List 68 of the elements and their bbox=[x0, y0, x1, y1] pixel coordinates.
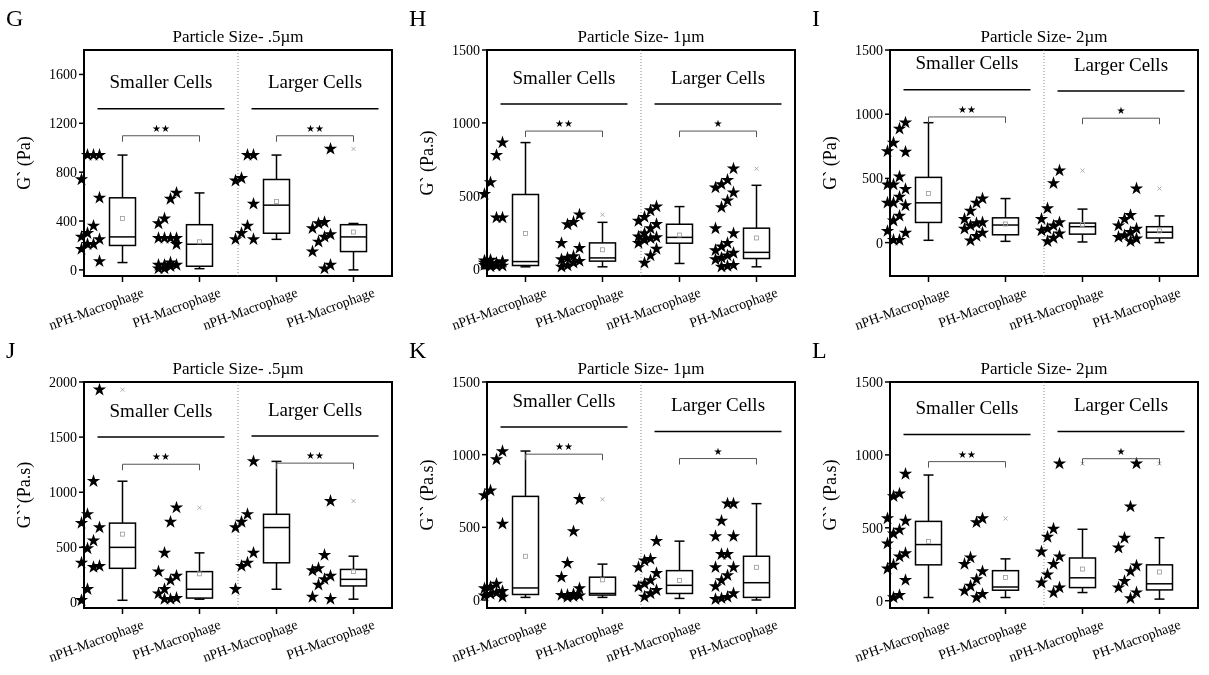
text: K bbox=[409, 337, 427, 363]
chart-title: Particle Size- 2µm bbox=[980, 27, 1108, 46]
annotation: ★ bbox=[1116, 105, 1126, 117]
text: I bbox=[812, 5, 820, 31]
annotation: Smaller Cells bbox=[915, 52, 1019, 74]
annotation: ★★ bbox=[958, 103, 976, 115]
annotation: Larger Cells bbox=[670, 66, 766, 88]
annotation: Smaller Cells bbox=[109, 71, 213, 93]
y-tick-label: 500 bbox=[459, 520, 480, 536]
y-tick-label: 1500 bbox=[452, 374, 480, 390]
annotation: Smaller Cells bbox=[512, 389, 616, 411]
y-tick-label: 800 bbox=[56, 165, 77, 181]
annotation: Smaller Cells bbox=[512, 66, 616, 88]
chart-title: Particle Size- 2µm bbox=[980, 359, 1108, 378]
y-tick-label: 1000 bbox=[452, 447, 480, 463]
annotation: ★ bbox=[1116, 445, 1126, 457]
text: H bbox=[409, 5, 427, 31]
annotation: Larger Cells bbox=[267, 71, 363, 93]
y-tick-label: 1000 bbox=[855, 447, 883, 463]
y-axis-title: G``(Pa.s) bbox=[14, 461, 35, 529]
annotation: ★ bbox=[713, 118, 723, 130]
y-tick-label: 2000 bbox=[49, 374, 77, 390]
chart-title: Particle Size- 1µm bbox=[577, 27, 705, 46]
annotation: ★★ bbox=[152, 122, 170, 134]
y-tick-label: 500 bbox=[56, 540, 77, 556]
chart-title: Particle Size- .5µm bbox=[172, 359, 304, 378]
y-tick-label: 1000 bbox=[855, 107, 883, 123]
annotation: Smaller Cells bbox=[109, 399, 213, 421]
y-tick-label: 0 bbox=[876, 235, 883, 251]
y-tick-label: 1500 bbox=[855, 374, 883, 390]
y-tick-label: 1600 bbox=[49, 67, 77, 83]
y-tick-label: 1000 bbox=[49, 485, 77, 501]
y-axis-title: G` (Pa) bbox=[14, 136, 35, 190]
annotation: ★★ bbox=[306, 122, 324, 134]
annotation: ★ bbox=[713, 445, 723, 457]
y-tick-label: 0 bbox=[473, 592, 480, 608]
y-tick-label: 0 bbox=[876, 593, 883, 609]
annotation: ★★ bbox=[152, 451, 170, 463]
annotation: Larger Cells bbox=[267, 398, 363, 420]
y-tick-label: 1000 bbox=[452, 115, 480, 131]
annotation: Larger Cells bbox=[670, 394, 766, 416]
annotation: ★★ bbox=[306, 450, 324, 462]
y-tick-label: 0 bbox=[70, 595, 77, 611]
y-tick-label: 0 bbox=[70, 262, 77, 278]
y-axis-title: G`` (Pa.s) bbox=[820, 459, 841, 531]
y-tick-label: 400 bbox=[56, 213, 77, 229]
y-tick-label: 1500 bbox=[855, 42, 883, 58]
y-axis-title: G`` (Pa.s) bbox=[417, 459, 438, 531]
chart-title: Particle Size- .5µm bbox=[172, 27, 304, 46]
annotation: Larger Cells bbox=[1073, 53, 1169, 75]
text: L bbox=[812, 337, 827, 363]
y-tick-label: 0 bbox=[473, 261, 480, 277]
annotation: ★★ bbox=[958, 448, 976, 460]
annotation: Smaller Cells bbox=[915, 397, 1019, 419]
text: G bbox=[6, 5, 24, 31]
y-tick-label: 1500 bbox=[452, 42, 480, 58]
text: J bbox=[6, 337, 16, 363]
y-tick-label: 500 bbox=[862, 520, 883, 536]
annotation: ★★ bbox=[555, 118, 573, 130]
y-tick-label: 500 bbox=[862, 171, 883, 187]
y-tick-label: 500 bbox=[459, 188, 480, 204]
y-axis-title: G` (Pa.s) bbox=[417, 130, 438, 196]
y-tick-label: 1200 bbox=[49, 116, 77, 132]
annotation: Larger Cells bbox=[1073, 394, 1169, 416]
y-axis-title: G` (Pa) bbox=[820, 136, 841, 190]
chart-title: Particle Size- 1µm bbox=[577, 359, 705, 378]
y-tick-label: 1500 bbox=[49, 430, 77, 446]
annotation: ★★ bbox=[555, 441, 573, 453]
